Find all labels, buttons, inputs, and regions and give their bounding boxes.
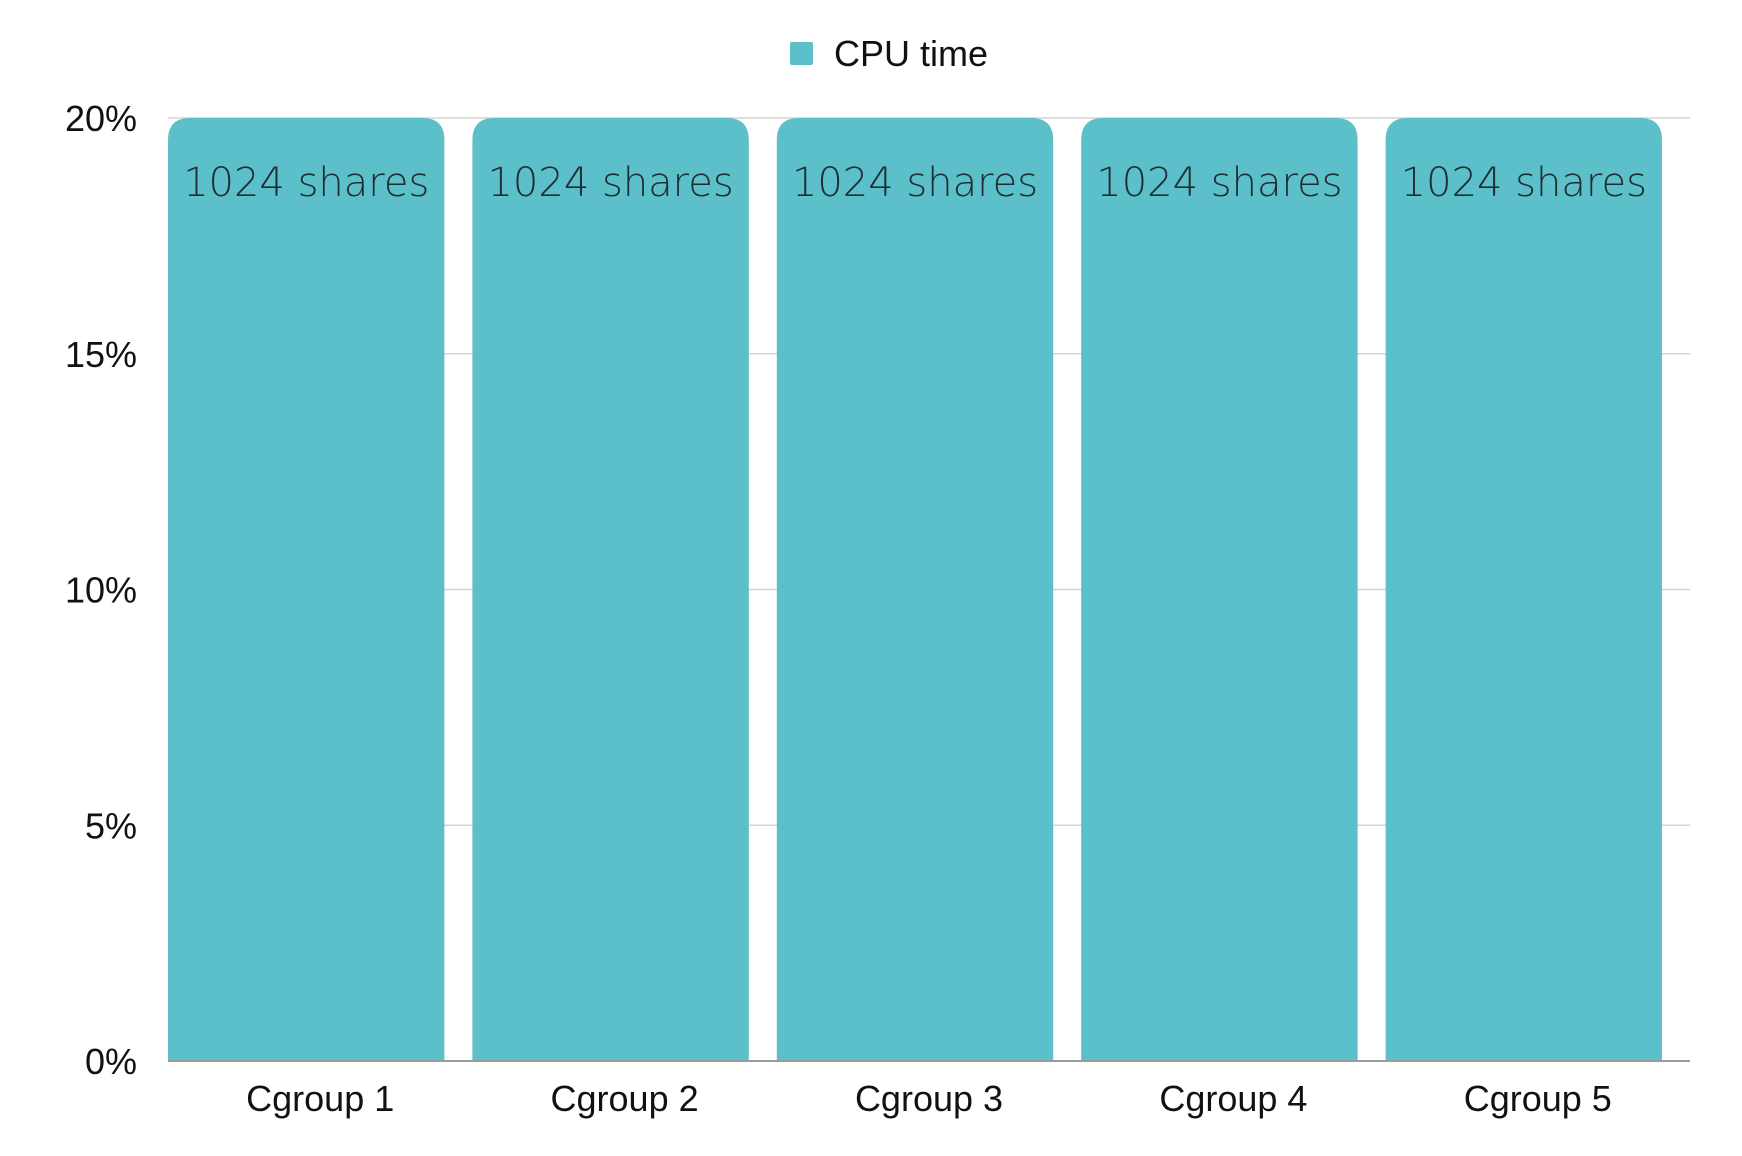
bar — [472, 118, 749, 1061]
bar — [1385, 118, 1662, 1061]
y-tick-label: 15% — [65, 334, 137, 375]
y-tick-label: 5% — [85, 805, 137, 846]
y-axis-tick-labels: 0% 5% 10% 15% 20% — [65, 98, 137, 1082]
bar-data-label: 1024 shares — [1096, 160, 1342, 206]
bar — [776, 118, 1054, 1061]
bar — [168, 118, 445, 1061]
legend-label-cpu-time: CPU time — [834, 33, 988, 74]
x-tick-label: Cgroup 5 — [1464, 1078, 1612, 1119]
legend-swatch-cpu-time — [790, 42, 813, 65]
bar-data-label: 1024 shares — [487, 160, 733, 206]
bar-data-label: 1024 shares — [792, 160, 1038, 206]
bar-data-label: 1024 shares — [183, 160, 429, 206]
x-axis-category-labels: Cgroup 1 Cgroup 2 Cgroup 3 Cgroup 4 Cgroup 5 — [246, 1078, 1612, 1119]
bar-data-label: 1024 shares — [1401, 160, 1647, 206]
y-tick-label: 20% — [65, 98, 137, 139]
bars — [168, 118, 1662, 1061]
x-tick-label: Cgroup 3 — [855, 1078, 1003, 1119]
x-tick-label: Cgroup 2 — [551, 1078, 699, 1119]
bar-data-labels: 1024 shares 1024 shares 1024 shares 1024 sh… — [183, 160, 1647, 206]
y-tick-label: 0% — [85, 1041, 137, 1082]
bar — [1081, 118, 1358, 1061]
x-tick-label: Cgroup 1 — [246, 1078, 394, 1119]
y-tick-label: 10% — [65, 570, 137, 611]
x-tick-label: Cgroup 4 — [1159, 1078, 1307, 1119]
legend: CPU time — [790, 33, 988, 74]
